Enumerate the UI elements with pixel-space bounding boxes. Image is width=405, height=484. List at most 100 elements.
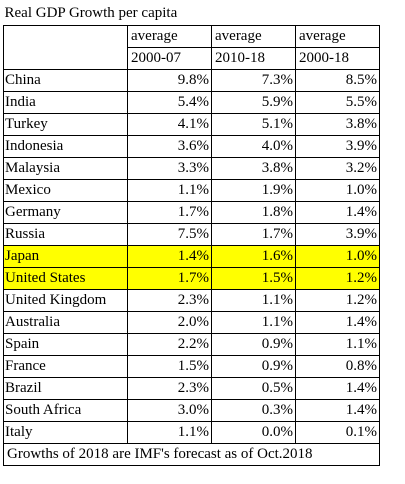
table-row: India 5.4% 5.9% 5.5%	[3, 90, 381, 114]
country-cell: India	[3, 90, 128, 114]
table-row: Malaysia 3.3% 3.8% 3.2%	[3, 156, 381, 180]
col-header-1-top: average	[127, 24, 212, 48]
country-cell: Germany	[3, 200, 128, 224]
value-cell: 4.1%	[127, 112, 212, 136]
value-cell: 0.5%	[211, 376, 296, 400]
value-cell: 1.0%	[294, 244, 381, 268]
value-cell: 0.9%	[211, 332, 296, 356]
value-cell: 1.1%	[294, 332, 381, 356]
value-cell: 1.1%	[211, 288, 296, 312]
col-header-1-bottom: 2000-07	[127, 46, 212, 70]
value-cell: 0.1%	[294, 420, 381, 444]
title-row: Real GDP Growth per capita	[4, 3, 380, 25]
value-cell: 1.9%	[211, 178, 296, 202]
table-row: Spain 2.2% 0.9% 1.1%	[3, 332, 381, 356]
value-cell: 1.7%	[211, 222, 296, 246]
country-cell: Brazil	[3, 376, 128, 400]
value-cell: 3.9%	[294, 222, 381, 246]
value-cell: 7.5%	[127, 222, 212, 246]
value-cell: 1.1%	[127, 420, 212, 444]
col-header-3-bottom: 2000-18	[294, 46, 381, 70]
table-row: Russia 7.5% 1.7% 3.9%	[3, 222, 381, 246]
value-cell: 0.9%	[211, 354, 296, 378]
value-cell: 5.5%	[294, 90, 381, 114]
value-cell: 1.4%	[127, 244, 212, 268]
value-cell: 3.8%	[211, 156, 296, 180]
value-cell: 1.2%	[294, 266, 381, 290]
value-cell: 7.3%	[211, 68, 296, 92]
col-header-2-top: average	[211, 24, 296, 48]
footnote: Growths of 2018 are IMF's forecast as of…	[2, 442, 381, 466]
value-cell: 1.7%	[127, 200, 212, 224]
value-cell: 8.5%	[294, 68, 381, 92]
header-row-top: average average average	[3, 24, 381, 48]
value-cell: 1.4%	[294, 376, 381, 400]
table-row: Australia 2.0% 1.1% 1.4%	[3, 310, 381, 334]
country-cell: Mexico	[3, 178, 128, 202]
value-cell: 3.0%	[127, 398, 212, 422]
table-row: France 1.5% 0.9% 0.8%	[3, 354, 381, 378]
value-cell: 1.5%	[127, 354, 212, 378]
value-cell: 3.6%	[127, 134, 212, 158]
col-header-3-top: average	[294, 24, 381, 48]
value-cell: 9.8%	[127, 68, 212, 92]
value-cell: 1.2%	[294, 288, 381, 312]
country-cell: Japan	[3, 244, 128, 268]
country-cell: South Africa	[3, 398, 128, 422]
value-cell: 2.2%	[127, 332, 212, 356]
value-cell: 0.0%	[211, 420, 296, 444]
gdp-growth-table: Real GDP Growth per capita average avera…	[2, 3, 381, 466]
country-cell: Australia	[3, 310, 128, 334]
table-row: China 9.8% 7.3% 8.5%	[3, 68, 381, 92]
table-row: United Kingdom 2.3% 1.1% 1.2%	[3, 288, 381, 312]
value-cell: 5.4%	[127, 90, 212, 114]
country-cell: United States	[3, 266, 128, 290]
value-cell: 2.0%	[127, 310, 212, 334]
table-row: Mexico 1.1% 1.9% 1.0%	[3, 178, 381, 202]
table-row: Indonesia 3.6% 4.0% 3.9%	[3, 134, 381, 158]
header-row-bottom: 2000-07 2010-18 2000-18	[3, 46, 381, 70]
value-cell: 3.8%	[294, 112, 381, 136]
header-corner-cell-lower	[3, 47, 128, 69]
value-cell: 1.7%	[127, 266, 212, 290]
footnote-row: Growths of 2018 are IMF's forecast as of…	[2, 442, 381, 466]
value-cell: 1.0%	[294, 178, 381, 202]
value-cell: 5.9%	[211, 90, 296, 114]
table-row: Japan 1.4% 1.6% 1.0%	[3, 244, 381, 268]
value-cell: 5.1%	[211, 112, 296, 136]
table-title: Real GDP Growth per capita	[4, 5, 178, 22]
value-cell: 1.5%	[211, 266, 296, 290]
value-cell: 2.3%	[127, 376, 212, 400]
value-cell: 3.3%	[127, 156, 212, 180]
country-cell: Malaysia	[3, 156, 128, 180]
table-row: United States 1.7% 1.5% 1.2%	[3, 266, 381, 290]
value-cell: 4.0%	[211, 134, 296, 158]
country-cell: Turkey	[3, 112, 128, 136]
table-row: Germany 1.7% 1.8% 1.4%	[3, 200, 381, 224]
country-cell: Russia	[3, 222, 128, 246]
country-cell: Indonesia	[3, 134, 128, 158]
value-cell: 1.1%	[211, 310, 296, 334]
table-row: Turkey 4.1% 5.1% 3.8%	[3, 112, 381, 136]
value-cell: 0.8%	[294, 354, 381, 378]
value-cell: 0.3%	[211, 398, 296, 422]
value-cell: 1.1%	[127, 178, 212, 202]
col-header-2-bottom: 2010-18	[211, 46, 296, 70]
value-cell: 1.4%	[294, 398, 381, 422]
header-corner-cell	[3, 24, 128, 47]
country-cell: Italy	[3, 420, 128, 444]
country-cell: France	[3, 354, 128, 378]
country-cell: China	[3, 68, 128, 92]
country-cell: Spain	[3, 332, 128, 356]
value-cell: 1.4%	[294, 310, 381, 334]
value-cell: 3.9%	[294, 134, 381, 158]
country-cell: United Kingdom	[3, 288, 128, 312]
value-cell: 1.8%	[211, 200, 296, 224]
table-row: South Africa 3.0% 0.3% 1.4%	[3, 398, 381, 422]
value-cell: 1.6%	[211, 244, 296, 268]
value-cell: 3.2%	[294, 156, 381, 180]
table-row: Italy 1.1% 0.0% 0.1%	[3, 420, 381, 444]
table-row: Brazil 2.3% 0.5% 1.4%	[3, 376, 381, 400]
value-cell: 2.3%	[127, 288, 212, 312]
